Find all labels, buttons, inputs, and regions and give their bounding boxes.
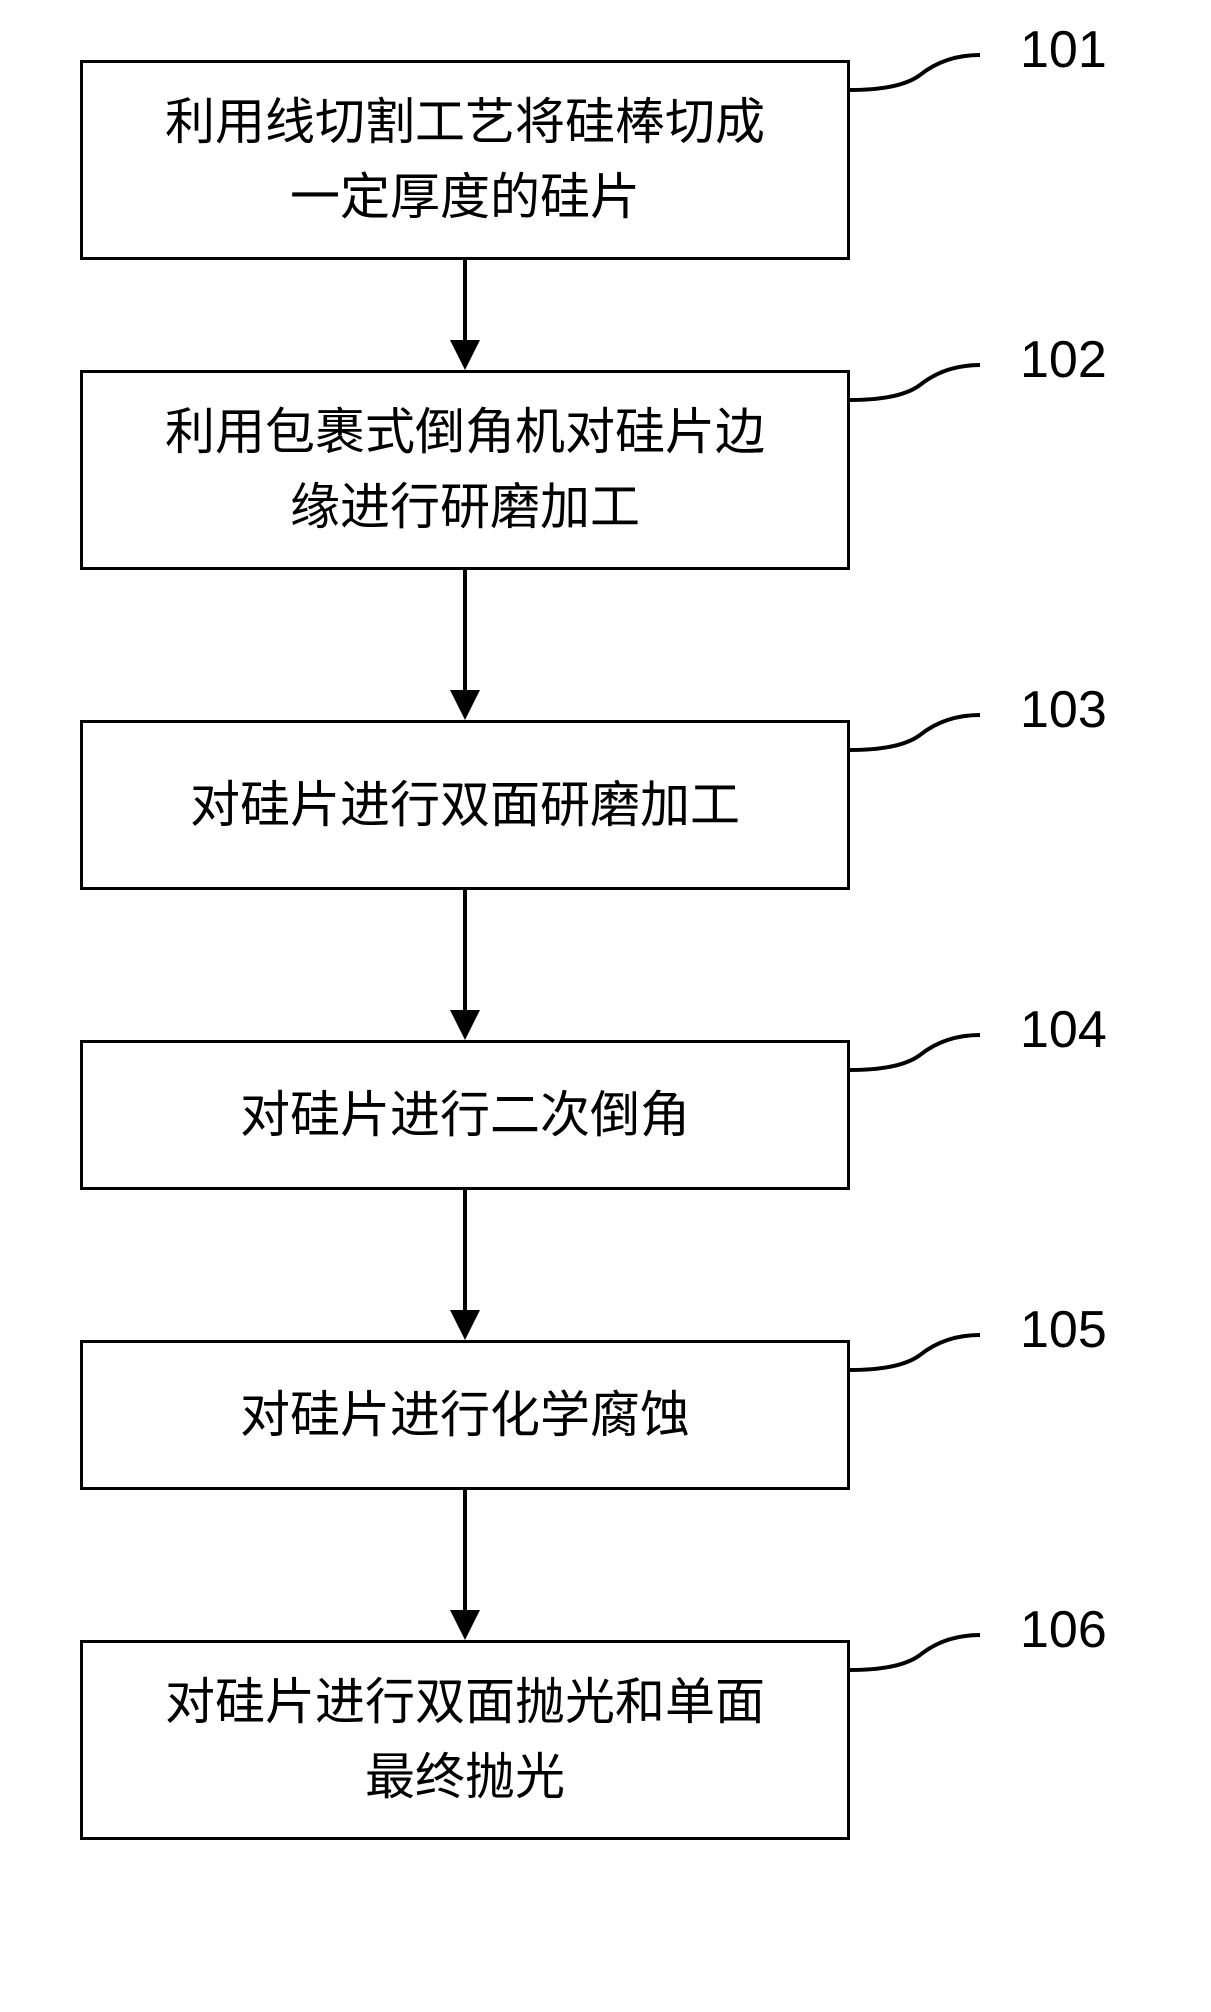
step-text-line2: 缘进行研磨加工 bbox=[290, 479, 640, 535]
step-text-line1: 对硅片进行双面研磨加工 bbox=[190, 777, 740, 833]
flowchart-arrow bbox=[80, 260, 850, 370]
step-text-line1: 利用包裹式倒角机对硅片边 bbox=[165, 404, 765, 460]
flowchart-container: 利用线切割工艺将硅棒切成 一定厚度的硅片 101 利用包裹式倒角机对硅片边 缘进… bbox=[80, 60, 980, 1840]
arrow-line bbox=[463, 1490, 467, 1610]
arrow-head bbox=[450, 1610, 480, 1640]
flowchart-step-104: 对硅片进行二次倒角 bbox=[80, 1040, 850, 1190]
flowchart-step-101: 利用线切割工艺将硅棒切成 一定厚度的硅片 bbox=[80, 60, 850, 260]
flowchart-step-102: 利用包裹式倒角机对硅片边 缘进行研磨加工 bbox=[80, 370, 850, 570]
step-text: 对硅片进行双面研磨加工 bbox=[190, 768, 740, 843]
arrow-head bbox=[450, 340, 480, 370]
step-text: 对硅片进行二次倒角 bbox=[240, 1078, 690, 1153]
step-text-line1: 对硅片进行双面抛光和单面 bbox=[165, 1674, 765, 1730]
step-label-104: 104 bbox=[1020, 1000, 1107, 1060]
arrow-head bbox=[450, 1010, 480, 1040]
arrow-line bbox=[463, 890, 467, 1010]
step-text: 利用线切割工艺将硅棒切成 一定厚度的硅片 bbox=[165, 85, 765, 235]
step-text-line2: 最终抛光 bbox=[365, 1749, 565, 1805]
step-label-105: 105 bbox=[1020, 1300, 1107, 1360]
arrow-head bbox=[450, 1310, 480, 1340]
flowchart-arrow bbox=[80, 570, 850, 720]
step-label-102: 102 bbox=[1020, 330, 1107, 390]
flowchart-arrow bbox=[80, 1190, 850, 1340]
step-text-line1: 对硅片进行化学腐蚀 bbox=[240, 1387, 690, 1443]
flowchart-step-105: 对硅片进行化学腐蚀 bbox=[80, 1340, 850, 1490]
step-label-101: 101 bbox=[1020, 20, 1107, 80]
arrow-line bbox=[463, 570, 467, 690]
flowchart-arrow bbox=[80, 1490, 850, 1640]
step-text-line2: 一定厚度的硅片 bbox=[290, 169, 640, 225]
step-label-106: 106 bbox=[1020, 1600, 1107, 1660]
arrow-head bbox=[450, 690, 480, 720]
step-text: 对硅片进行化学腐蚀 bbox=[240, 1378, 690, 1453]
step-text: 对硅片进行双面抛光和单面 最终抛光 bbox=[165, 1665, 765, 1815]
step-text: 利用包裹式倒角机对硅片边 缘进行研磨加工 bbox=[165, 395, 765, 545]
flowchart-step-103: 对硅片进行双面研磨加工 bbox=[80, 720, 850, 890]
flowchart-step-106: 对硅片进行双面抛光和单面 最终抛光 bbox=[80, 1640, 850, 1840]
arrow-line bbox=[463, 260, 467, 340]
arrow-line bbox=[463, 1190, 467, 1310]
flowchart-arrow bbox=[80, 890, 850, 1040]
step-text-line1: 利用线切割工艺将硅棒切成 bbox=[165, 94, 765, 150]
step-text-line1: 对硅片进行二次倒角 bbox=[240, 1087, 690, 1143]
step-label-103: 103 bbox=[1020, 680, 1107, 740]
